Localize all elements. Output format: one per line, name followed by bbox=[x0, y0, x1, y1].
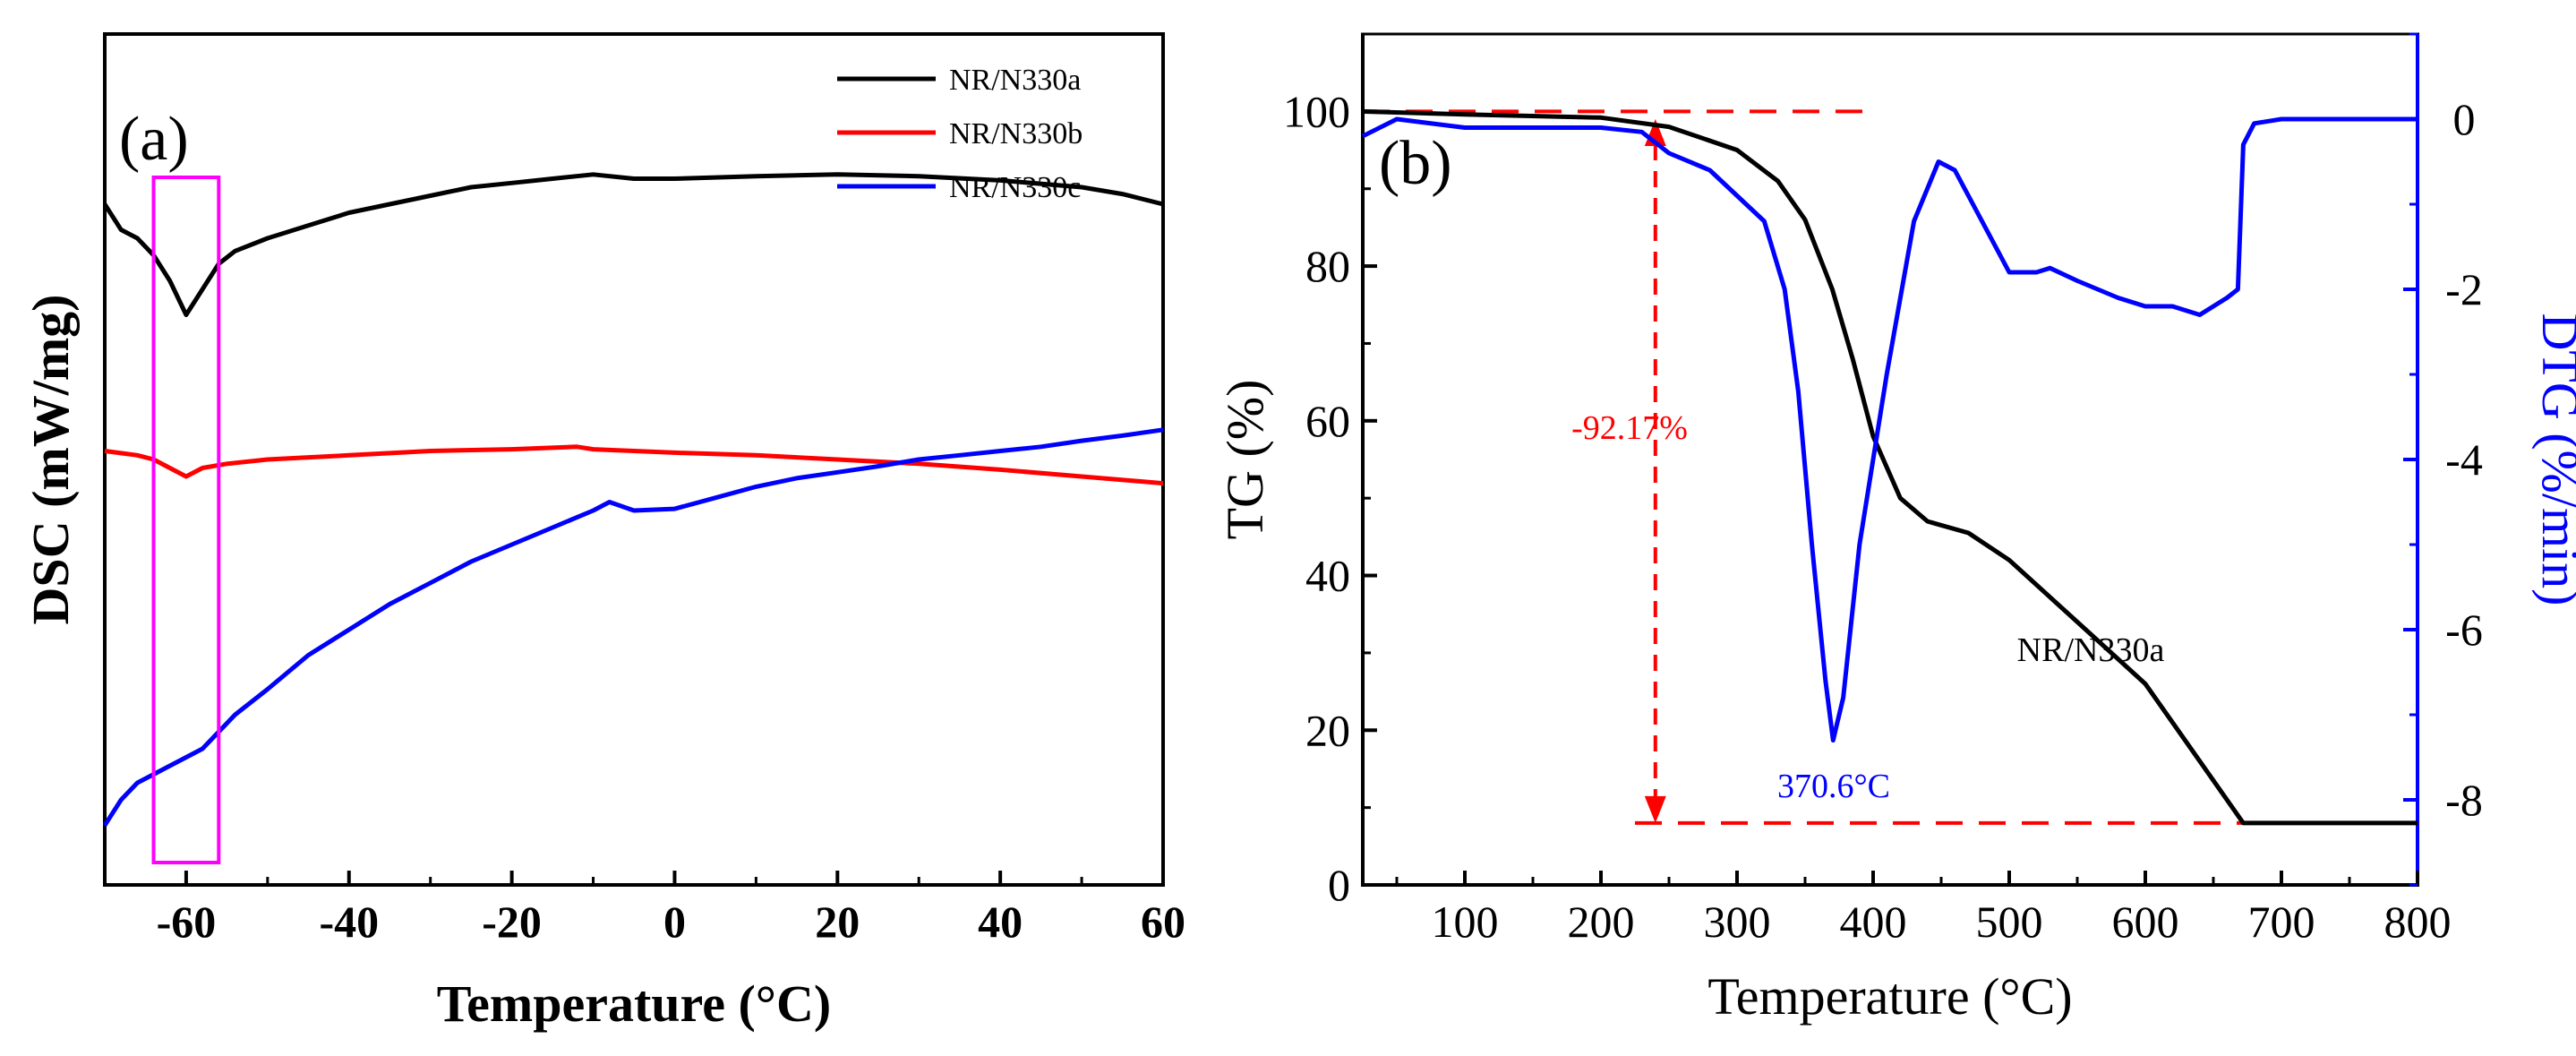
dsc-x-ticks: -60 -40 -20 0 20 40 60 bbox=[103, 871, 1185, 947]
dsc-x-tick-label: 40 bbox=[978, 897, 1023, 947]
dtg-y-tick-label: -2 bbox=[2445, 264, 2483, 314]
arrow-head-down bbox=[1644, 795, 1666, 823]
tg-dtg-panel: 100 200 300 400 500 600 700 800 0 20 40 60 80 100 0 -… bbox=[1216, 32, 2576, 1026]
dtg-curve bbox=[1361, 116, 2418, 743]
dtg-y-tick-label: -6 bbox=[2445, 605, 2483, 655]
dsc-series-line bbox=[102, 172, 1164, 317]
dsc-series-line bbox=[102, 427, 1164, 827]
dsc-x-tick-label: -20 bbox=[482, 897, 542, 947]
tg-x-tick-label: 100 bbox=[1432, 897, 1499, 947]
dsc-legend-label: NR/N330c bbox=[949, 171, 1081, 204]
tg-y-tick-label: 80 bbox=[1305, 241, 1350, 291]
tg-y-tick-label: 60 bbox=[1305, 396, 1350, 446]
tg-x-tick-label: 300 bbox=[1704, 897, 1771, 947]
dsc-x-tick-label: 20 bbox=[815, 897, 860, 947]
dsc-series bbox=[102, 172, 1164, 827]
dsc-x-tick-label: -40 bbox=[319, 897, 379, 947]
tg-highlight-box bbox=[151, 176, 221, 864]
tg-curve-label: NR/N330a bbox=[2017, 631, 2165, 669]
tg-x-tick-label: 800 bbox=[2384, 897, 2452, 947]
tg-x-tick-label: 700 bbox=[2248, 897, 2315, 947]
panel-label-a: (a) bbox=[119, 105, 189, 174]
dsc-panel: -60 -40 -20 0 20 40 60 (a) NR/N330aNR/N330bNR/… bbox=[21, 32, 1185, 1033]
panel-label-b: (b) bbox=[1379, 129, 1452, 198]
dsc-x-tick-label: 0 bbox=[663, 897, 686, 947]
tg-x-ticks: 100 200 300 400 500 600 700 800 bbox=[1395, 871, 2452, 947]
tg-y-tick-label: 20 bbox=[1305, 705, 1350, 755]
dtg-y-tick-label: -4 bbox=[2445, 434, 2483, 485]
tg-x-axis-title: Temperature (°C) bbox=[1707, 967, 2072, 1026]
dsc-x-axis-title: Temperature (°C) bbox=[437, 974, 831, 1033]
tg-y-ticks: 0 20 40 60 80 100 bbox=[1283, 86, 1377, 910]
dsc-x-tick-label: -60 bbox=[157, 897, 217, 947]
dtg-y-axis-title: DTG (%/min) bbox=[2531, 313, 2576, 606]
tg-x-tick-label: 600 bbox=[2112, 897, 2179, 947]
tg-guide-lines bbox=[1363, 109, 2418, 825]
tg-y-tick-label: 40 bbox=[1305, 551, 1350, 601]
tg-x-tick-label: 500 bbox=[1976, 897, 2043, 947]
dsc-legend-label: NR/N330a bbox=[949, 64, 1081, 97]
mass-loss-annotation: -92.17% bbox=[1571, 409, 1688, 447]
tg-y-tick-label: 100 bbox=[1283, 86, 1350, 136]
tg-dtg-series bbox=[1361, 108, 2418, 826]
peak-temperature-annotation: 370.6°C bbox=[1777, 768, 1890, 805]
tg-x-tick-label: 400 bbox=[1840, 897, 1907, 947]
dtg-y-tick-label: -8 bbox=[2445, 775, 2483, 825]
tg-x-tick-label: 200 bbox=[1568, 897, 1635, 947]
dsc-legend: NR/N330a NR/N330b NR/N330c bbox=[837, 64, 1083, 204]
dsc-plot-frame bbox=[103, 32, 1165, 887]
dsc-legend-label: NR/N330b bbox=[949, 117, 1083, 150]
dtg-y-tick-label: 0 bbox=[2453, 94, 2476, 144]
tg-y-axis-title: TG (%) bbox=[1216, 380, 1274, 540]
tg-curve bbox=[1362, 108, 2418, 826]
dsc-x-tick-label: 60 bbox=[1141, 897, 1185, 947]
tg-y-tick-label: 0 bbox=[1328, 860, 1350, 910]
dsc-y-axis-title: DSC (mW/mg) bbox=[21, 295, 80, 625]
dtg-y-ticks: 0 -2 -4 -6 -8 bbox=[2403, 32, 2483, 887]
